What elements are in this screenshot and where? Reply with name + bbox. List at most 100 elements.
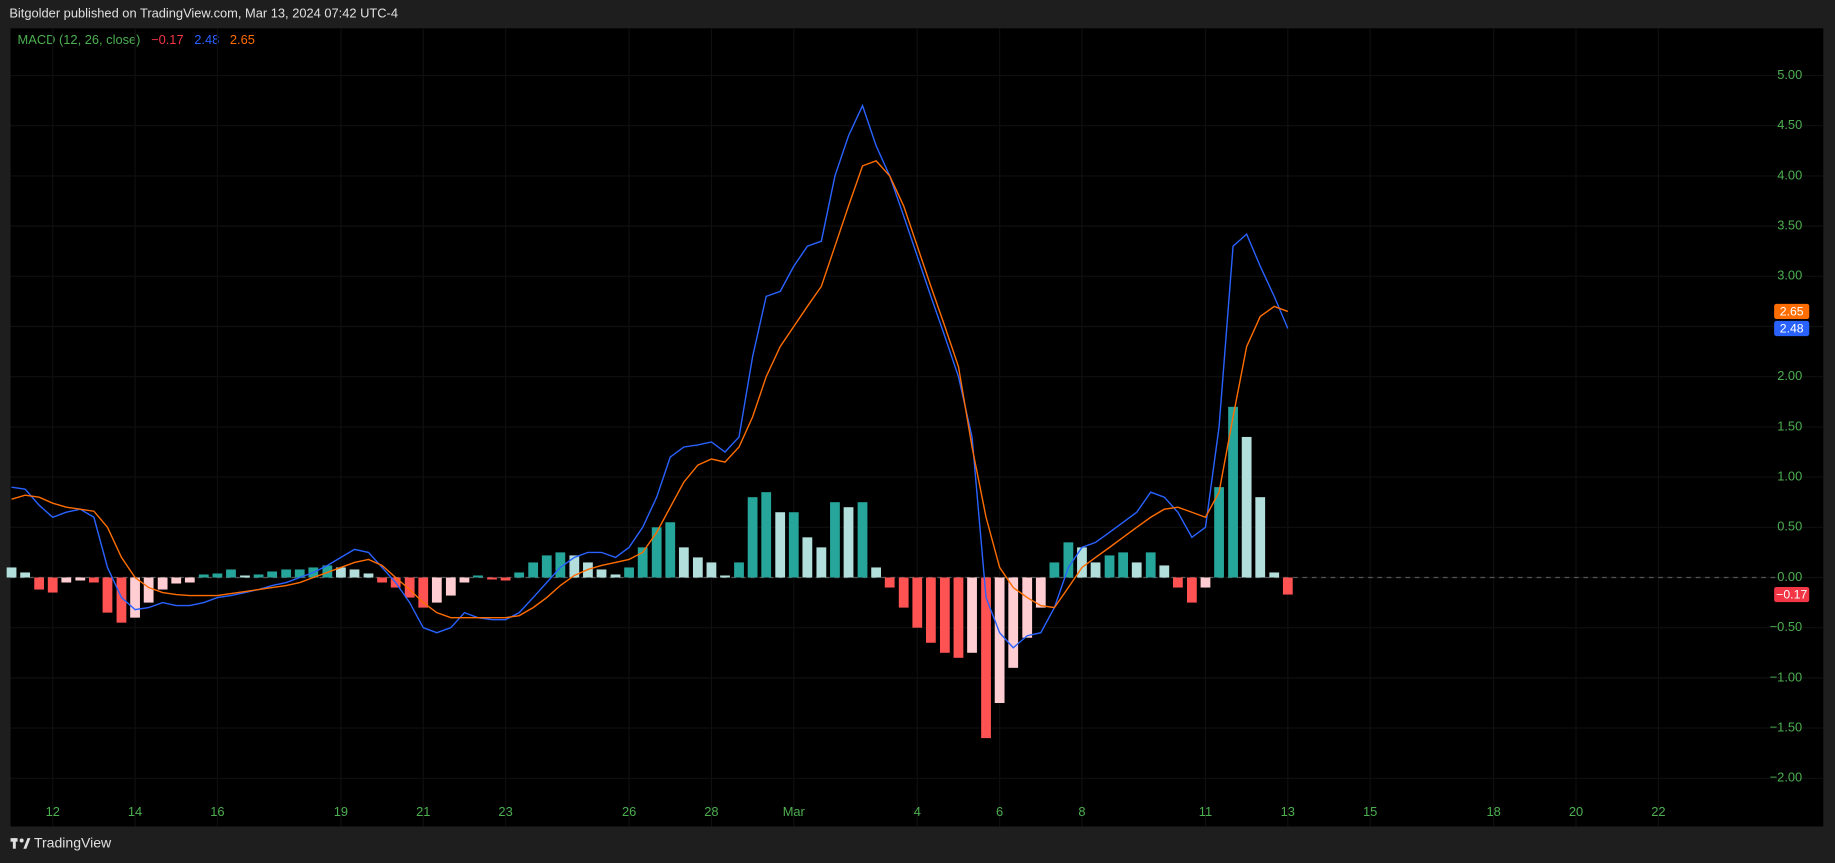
histogram-bar [734,562,744,578]
x-tick-label: 18 [1487,804,1501,819]
legend-value: 2.48 [194,33,219,48]
histogram-bar [377,577,387,583]
histogram-bar [445,577,456,596]
histogram-bar [1104,555,1115,578]
histogram-bar [171,577,182,584]
histogram-bar [349,569,360,578]
x-tick-label: 21 [416,804,430,819]
y-tick-label: 5.00 [1777,67,1802,82]
histogram-bar [884,577,895,588]
histogram-bar [198,574,209,578]
histogram-bar [1241,436,1252,578]
histogram-bar [843,507,854,578]
histogram-bar [88,577,99,583]
histogram-bar [34,577,45,590]
histogram-bar [431,577,442,603]
y-tick-label: 4.00 [1777,167,1802,182]
x-tick-label: 12 [46,804,60,819]
y-tick-label: 4.50 [1777,117,1802,132]
last-value-label: −0.17 [1776,587,1807,601]
x-tick-label: 20 [1569,804,1583,819]
y-tick-label: 1.50 [1777,418,1802,433]
histogram-bar [143,577,154,603]
header-title: Bitgolder published on TradingView.com, … [9,6,398,21]
histogram-bar [281,569,292,578]
histogram-bar [1035,577,1046,608]
last-value-badge [1774,303,1810,320]
x-tick-label: 22 [1651,804,1665,819]
histogram-bar [1090,562,1101,578]
histogram-bar [939,577,950,653]
histogram-bar [1063,542,1074,578]
histogram-bar [1008,577,1019,668]
histogram-bar [651,527,662,578]
histogram-bar [1269,572,1280,578]
histogram-bar [555,552,566,578]
histogram-bar [500,577,511,581]
histogram-bar [75,577,86,581]
histogram-bar [1049,562,1060,578]
histogram-bar [706,562,717,578]
histogram-bar [1200,577,1211,588]
last-value-label: 2.48 [1780,321,1804,335]
x-tick-label: Mar [783,804,806,819]
histogram-bar [1187,577,1197,603]
histogram-bar [596,569,607,578]
histogram-bar [816,547,827,578]
histogram-bar [692,557,703,578]
histogram-bar [981,577,991,739]
histogram-bar [1159,565,1170,578]
histogram-bar [102,577,113,613]
x-tick-label: 26 [622,804,636,819]
histogram-bar [267,571,278,578]
histogram-bar [322,565,333,578]
x-tick-label: 13 [1281,804,1295,819]
histogram-bar [610,574,621,578]
histogram-bar [404,577,415,598]
histogram-bar [487,577,497,580]
y-tick-label: −1.50 [1770,719,1803,734]
histogram-bar [857,502,868,578]
histogram-bar [157,577,168,590]
histogram-bar [678,547,689,578]
last-value-badge [1774,586,1810,603]
histogram-bar [130,577,140,618]
histogram-bar [967,577,977,653]
histogram-bar [226,569,236,578]
histogram-bar [1228,406,1238,578]
histogram-bar [528,562,539,578]
x-tick-label: 19 [334,804,348,819]
histogram-bar [1131,562,1142,578]
indicator-legend: MACD (12, 26, close) −0.17 2.48 2.65 [18,33,255,48]
histogram-bar [418,577,429,608]
histogram-bar [898,577,909,608]
histogram-bar [294,569,305,578]
histogram-bar [61,577,72,583]
histogram-bar [116,577,127,623]
y-tick-label: 2.00 [1777,368,1802,383]
histogram-bar [6,567,17,578]
histogram-bar [1214,487,1224,578]
y-tick-label: −2.00 [1770,770,1803,785]
x-tick-label: 6 [996,804,1003,819]
histogram-bar [1077,547,1087,578]
histogram-bar [459,577,470,583]
histogram-bar [1255,497,1266,578]
y-tick-label: −0.50 [1770,619,1803,634]
x-tick-label: 15 [1363,804,1377,819]
histogram-bar [569,555,580,578]
x-tick-label: 28 [704,804,718,819]
histogram-bar [20,572,31,578]
histogram-bar [253,574,264,578]
y-tick-label: 3.00 [1777,268,1802,283]
histogram-bar [363,573,374,578]
legend-value: 2.65 [230,33,255,48]
histogram-bar [912,577,923,628]
y-tick-label: 0.00 [1777,569,1802,584]
last-value-badge [1774,320,1810,337]
histogram-bar [994,577,1005,703]
histogram-bar [761,492,772,578]
histogram-bar [336,567,346,578]
